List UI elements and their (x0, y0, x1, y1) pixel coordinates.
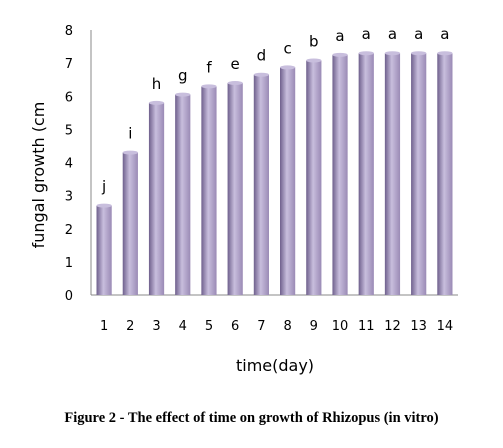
x-tick-label: 4 (179, 319, 187, 334)
y-tick-label: 3 (65, 190, 73, 205)
bar-cap (280, 65, 296, 70)
y-tick-label: 5 (65, 123, 73, 138)
x-tick-label: 5 (205, 319, 213, 334)
bar-cap (201, 84, 217, 89)
y-axis-title: fungal growth (cm (29, 102, 48, 249)
bar-day-13 (411, 53, 427, 295)
x-tick-label: 12 (384, 319, 401, 334)
x-axis-title: time(day) (236, 356, 314, 375)
bar-day-2 (122, 152, 138, 295)
y-tick-label: 0 (65, 289, 73, 304)
x-tick-label: 7 (257, 319, 265, 334)
bar-day-12 (384, 53, 401, 295)
bar-cap (411, 51, 427, 56)
bar-day-1 (96, 205, 112, 295)
y-tick-label: 1 (65, 256, 73, 271)
bar-day-6 (227, 83, 243, 295)
x-tick-label: 1 (100, 319, 108, 334)
bar-cap (358, 51, 374, 56)
x-tick-label: 3 (152, 319, 160, 334)
significance-letter: b (309, 32, 319, 50)
bars (96, 51, 453, 296)
bar-cap (253, 72, 269, 77)
y-tick-label: 8 (65, 24, 73, 39)
significance-letter: a (362, 25, 371, 43)
y-tick-label: 2 (65, 223, 73, 238)
significance-letter: a (335, 27, 344, 45)
figure-caption: Figure 2 - The effect of time on growth … (64, 410, 439, 426)
x-tick-label: 10 (332, 319, 349, 334)
significance-letter: g (178, 67, 188, 85)
bar-day-8 (280, 67, 296, 296)
x-tick-label: 13 (410, 319, 427, 334)
bar-cap (384, 51, 401, 56)
x-tick-labels: 1 2 3 4 5 6 7 8 9 10 11 12 13 14 (100, 319, 453, 334)
x-tick-label: 14 (437, 319, 454, 334)
significance-letter: h (152, 75, 162, 93)
significance-letters: jih g f e d c b a a a a a (101, 25, 449, 195)
x-tick-label: 2 (126, 319, 134, 334)
bar-day-11 (358, 53, 374, 295)
y-tick-label: 7 (65, 57, 73, 72)
x-tick-label: 11 (358, 319, 375, 334)
bar-day-4 (175, 94, 191, 295)
significance-letter: a (388, 25, 397, 43)
significance-letter: a (414, 25, 423, 43)
significance-letter: i (128, 125, 132, 143)
bar-cap (148, 100, 165, 105)
y-tick-label: 4 (65, 157, 73, 172)
significance-letter: e (231, 55, 240, 73)
y-tick-labels: 0 1 2 3 4 5 6 7 8 (65, 24, 73, 304)
bar-cap (175, 92, 191, 97)
bar-day-9 (306, 60, 322, 295)
bar-day-14 (437, 53, 453, 295)
bar-cap (437, 51, 453, 56)
bar-day-5 (201, 86, 217, 295)
bar-cap (96, 203, 112, 208)
y-tick-label: 6 (65, 90, 73, 105)
significance-letter: j (101, 178, 106, 196)
x-tick-label: 8 (283, 319, 291, 334)
bar-cap (332, 52, 348, 57)
significance-letter: a (440, 25, 449, 43)
x-tick-label: 6 (231, 319, 239, 334)
significance-letter: c (283, 39, 291, 57)
bar-day-3 (148, 102, 165, 295)
bar-cap (227, 81, 243, 85)
significance-letter: d (257, 47, 267, 65)
bar-day-10 (332, 54, 348, 295)
bar-cap (306, 58, 322, 63)
bar-cap (122, 150, 138, 155)
significance-letter: f (206, 58, 212, 76)
x-tick-label: 9 (310, 319, 318, 334)
bar-day-7 (253, 74, 269, 295)
